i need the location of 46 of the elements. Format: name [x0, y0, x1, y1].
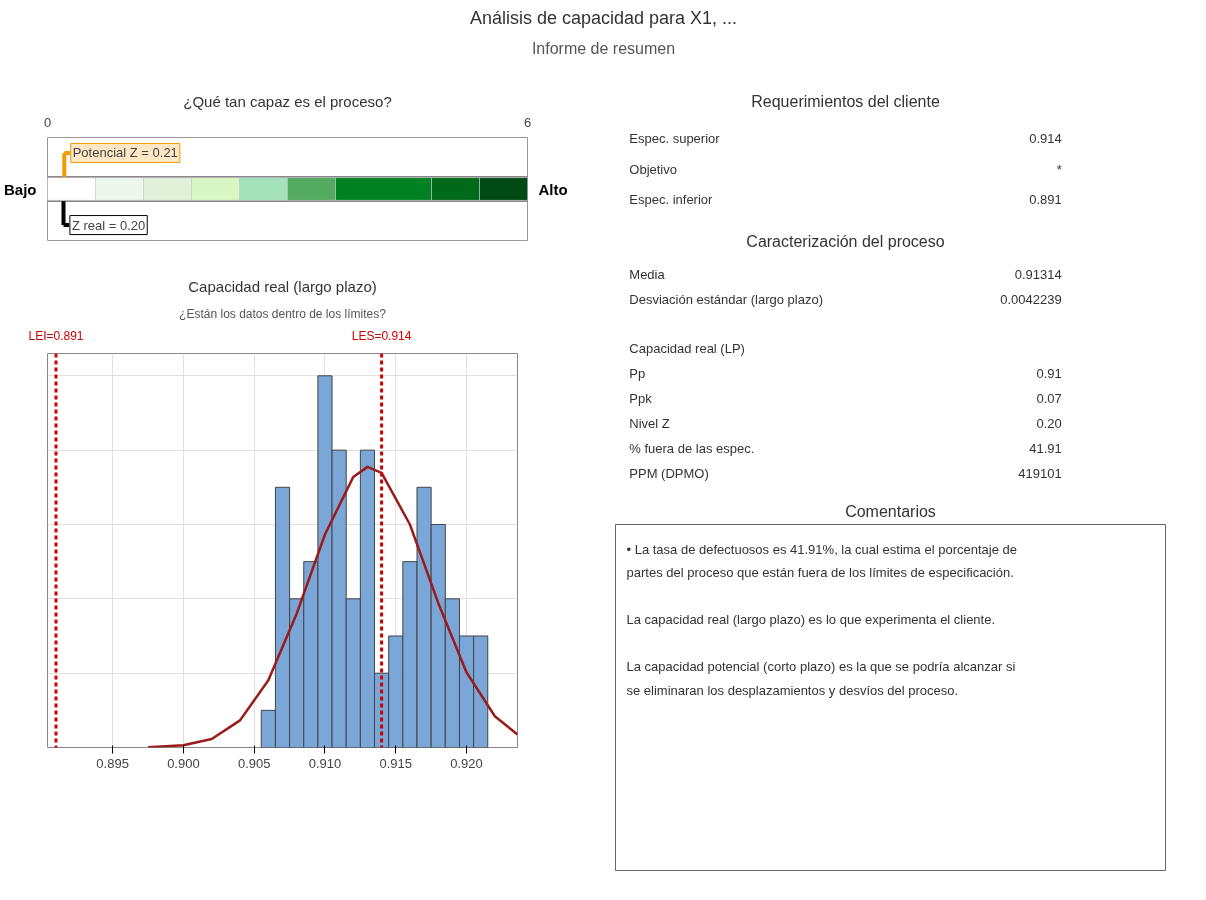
- chart-title: Capacidad real (largo plazo): [188, 277, 377, 295]
- x-tick-label: 0.900: [167, 755, 200, 771]
- category-label: PPM (DPMO): [629, 465, 709, 481]
- text: 419101: [1018, 465, 1062, 481]
- text: *: [1056, 161, 1062, 177]
- x-tick-label: 0.915: [379, 755, 413, 771]
- x-tick-label: 0.910: [308, 755, 342, 771]
- category-label: Media: [629, 266, 666, 282]
- text: Alto: [538, 180, 568, 198]
- text: 0.91314: [1014, 266, 1062, 282]
- text: 41.91: [1029, 440, 1062, 456]
- x-tick-label: 0.920: [450, 755, 483, 771]
- category-label: Capacidad real (LP): [629, 341, 745, 357]
- text: Comentarios: [845, 502, 936, 520]
- category-label: Desviación estándar (largo plazo): [629, 291, 823, 307]
- x-tick-label: 6: [523, 114, 532, 130]
- ref-line-label: Potencial Z = 0.21: [72, 145, 178, 161]
- x-tick-label: 0.895: [96, 755, 129, 771]
- category-label: Espec. inferior: [629, 191, 714, 207]
- text: 0.0042239: [1000, 291, 1062, 307]
- text: Análisis de capacidad para X1, ...: [469, 7, 738, 28]
- x-tick-label: 0.905: [237, 755, 271, 771]
- chart-subtitle: ¿Están los datos dentro de los límites?: [179, 306, 387, 321]
- category-label: Ppk: [629, 391, 653, 407]
- text: Informe de resumen: [531, 39, 676, 57]
- chart-title: ¿Qué tan capaz es el proceso?: [183, 92, 392, 110]
- text: 0.891: [1029, 191, 1062, 207]
- text: La capacidad real (largo plazo) es lo que experimenta el cliente.: [626, 612, 996, 628]
- text: Bajo: [4, 180, 37, 198]
- text: • La tasa de defectuosos es 41.91%, la cual estima el porcentaje de partes del proceso que están fuera de los límites de especificación.: [626, 541, 1017, 581]
- category-label: % fuera de las espec.: [629, 440, 755, 456]
- text: La capacidad potencial (corto plazo) es la que se podría alcanzar si se eliminaran los desplazamientos y desvíos del proceso.: [626, 659, 1016, 698]
- ref-line-label: LES=0.914: [351, 328, 412, 343]
- category-label: Pp: [629, 366, 646, 382]
- text: Caracterización del proceso: [746, 232, 945, 250]
- category-label: Espec. superior: [629, 131, 721, 147]
- ref-line-label: Z real = 0.20: [71, 217, 146, 233]
- x-tick-label: 0: [43, 114, 52, 130]
- category-label: Nivel Z: [629, 415, 670, 431]
- category-label: Objetivo: [629, 161, 677, 177]
- text: 0.91: [1036, 366, 1062, 382]
- text: 0.914: [1029, 131, 1062, 147]
- ref-line-label: LEI=0.891: [28, 328, 84, 343]
- text: 0.20: [1036, 415, 1062, 431]
- text: Requerimientos del cliente: [751, 92, 940, 110]
- text: 0.07: [1036, 391, 1062, 407]
